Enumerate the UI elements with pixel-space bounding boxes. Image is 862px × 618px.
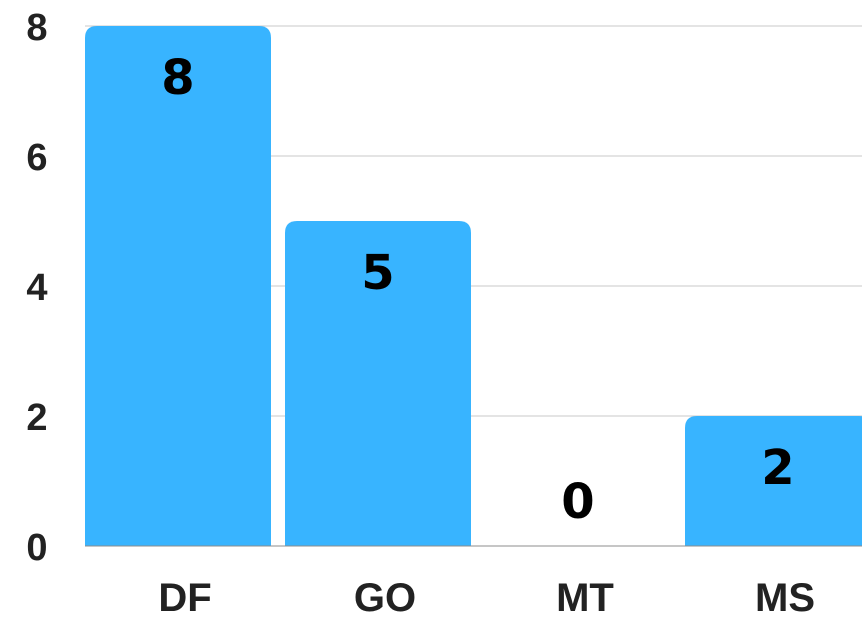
data-labels: 8 5 0 2 (161, 50, 794, 530)
data-label-df: 8 (161, 50, 194, 106)
bar-go (285, 221, 471, 546)
y-tick-label-6: 6 (26, 137, 47, 179)
x-axis-tick-labels: DF GO MT MS (158, 576, 815, 618)
bars (85, 26, 862, 546)
data-label-go: 5 (361, 245, 394, 301)
y-tick-label-2: 2 (26, 397, 47, 439)
y-tick-label-8: 8 (26, 7, 47, 49)
x-tick-label-ms: MS (755, 576, 815, 618)
y-axis-tick-labels: 0 2 4 6 8 (26, 7, 47, 569)
x-tick-label-df: DF (158, 576, 211, 618)
x-tick-label-go: GO (354, 576, 416, 618)
x-tick-label-mt: MT (556, 576, 614, 618)
bar-ms (685, 416, 862, 546)
data-label-mt: 0 (561, 474, 594, 530)
y-tick-label-4: 4 (26, 267, 47, 309)
data-label-ms: 2 (761, 440, 794, 496)
y-tick-label-0: 0 (26, 527, 47, 569)
bar-df (85, 26, 271, 546)
